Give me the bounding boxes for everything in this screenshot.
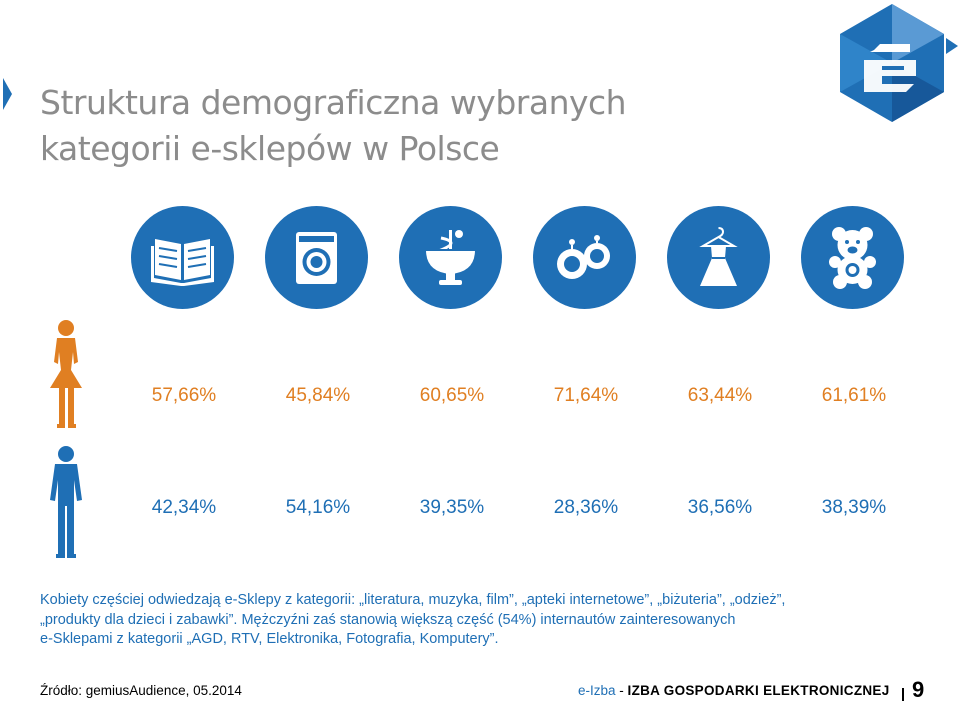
book-icon <box>151 239 214 286</box>
men-share-clothing: 36,56% <box>687 497 753 518</box>
women-share-pharmacy: 60,65% <box>419 385 485 406</box>
jewelry-icon <box>557 235 610 279</box>
brand-separator: - <box>615 683 628 698</box>
men-share-home-appliances: 54,16% <box>285 497 351 518</box>
men-share-kids-toys: 38,39% <box>821 497 887 518</box>
description-text: Kobiety częściej odwiedzają e-Sklepy z k… <box>40 591 920 650</box>
description-line-1: Kobiety częściej odwiedzają e-Sklepy z k… <box>40 592 786 608</box>
pharmacy-icon <box>426 230 475 285</box>
men-share-pharmacy: 39,35% <box>419 497 485 518</box>
category-jewelry <box>533 206 636 309</box>
women-share-home-appliances: 45,84% <box>285 385 351 406</box>
category-pharmacy <box>399 206 502 309</box>
slide-title: Struktura demograficzna wybranych katego… <box>40 80 760 172</box>
title-line-1: Struktura demograficzna wybranych <box>40 83 627 122</box>
women-share-kids-toys: 61,61% <box>821 385 887 406</box>
e-izba-logo <box>840 4 958 122</box>
source-note: Źródło: gemiusAudience, 05.2014 <box>40 683 242 698</box>
brand-name: IZBA GOSPODARKI ELEKTRONICZNEJ <box>627 683 890 698</box>
women-share-clothing: 63,44% <box>687 385 753 406</box>
category-literature <box>131 206 234 309</box>
women-share-literature: 57,66% <box>151 385 217 406</box>
woman-icon <box>50 320 82 428</box>
footer-divider <box>902 688 904 701</box>
description-line-2: „produkty dla dzieci i zabawki”. Mężczyź… <box>40 611 736 628</box>
page-number: 9 <box>912 677 925 702</box>
description-line-3: e-Sklepami z kategorii „AGD, RTV, Elektr… <box>40 631 499 647</box>
women-share-jewelry: 71,64% <box>553 385 619 406</box>
category-clothing <box>667 206 770 309</box>
footer-brand: e-Izba - IZBA GOSPODARKI ELEKTRONICZNEJ <box>578 683 890 698</box>
washing-machine-icon <box>296 232 337 284</box>
category-kids-toys <box>801 206 904 309</box>
brand-prefix: e-Izba <box>578 683 616 698</box>
category-home-appliances <box>265 206 368 309</box>
men-share-literature: 42,34% <box>151 497 217 518</box>
slide-marker <box>3 78 12 110</box>
man-icon <box>50 446 82 558</box>
dress-icon <box>699 227 738 286</box>
men-share-jewelry: 28,36% <box>553 497 619 518</box>
title-line-2: kategorii e-sklepów w Polsce <box>40 129 500 168</box>
teddy-bear-icon <box>829 227 876 289</box>
